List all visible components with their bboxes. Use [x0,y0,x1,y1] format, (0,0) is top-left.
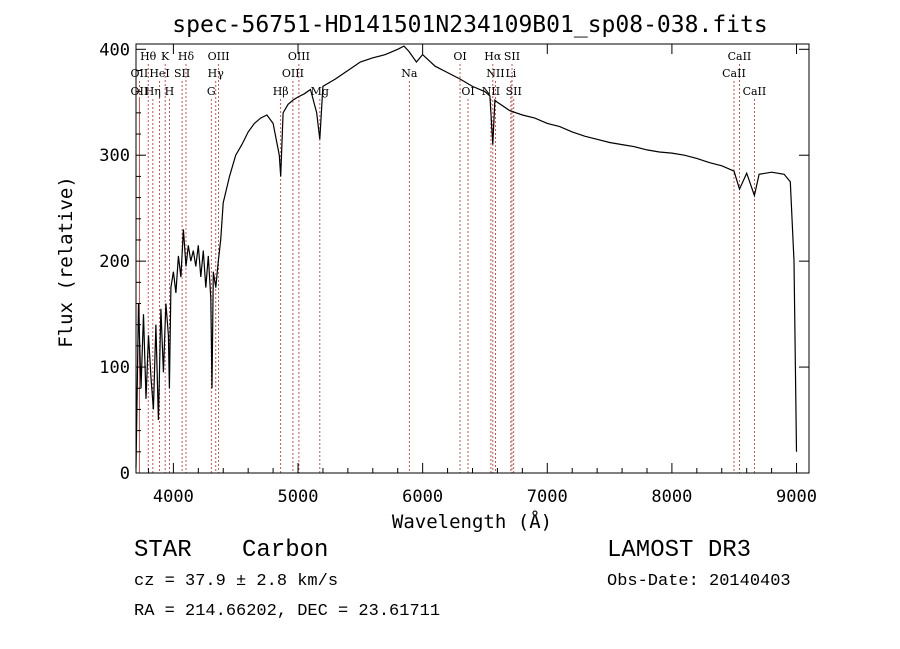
line-marker-label: Hη [145,85,161,98]
line-marker-label: NII [486,67,504,80]
line-marker-label: NII [482,85,500,98]
line-marker-label: OIII [288,50,310,63]
line-markers [138,64,755,473]
y-axis-label: Flux (relative) [55,176,77,348]
object-type: STAR [134,537,192,564]
x-tick-label: 9000 [776,487,817,507]
spectrum-line [135,45,798,468]
line-marker-label: Na [401,67,418,80]
line-marker-label: OIII [208,50,230,63]
object-subclass: Carbon [242,537,329,564]
line-marker-label: OII [131,67,149,80]
x-tick-label: 6000 [402,487,443,507]
y-tick-label: 0 [120,464,130,484]
plot-frame [135,43,810,474]
line-marker-label: Hδ [178,50,195,63]
line-marker-label: Li [505,67,516,80]
line-marker-label: CaII [722,67,746,80]
line-marker-label: OI [453,50,466,63]
line-marker-label: SII [504,50,520,63]
line-marker-label: SII [506,85,522,98]
y-axis: 0 100 200 300 400 [99,40,809,484]
y-tick-label: 100 [99,358,130,378]
line-marker-label: Hβ [273,85,289,98]
line-marker-label: G [207,85,216,98]
coordinates: RA = 214.66202, DEC = 23.61711 [134,602,441,621]
line-marker-label: OI [461,85,474,98]
x-axis-label: Wavelength (Å) [392,510,552,533]
x-tick-label: 4000 [153,487,194,507]
survey-name: LAMOST DR3 [607,537,752,564]
chart-title: spec-56751-HD141501N234109B01_sp08-038.f… [172,12,767,38]
line-marker-label: Hγ [208,67,225,80]
line-marker-label: SII [174,67,190,80]
redshift-value: cz = 37.9 ± 2.8 km/s [134,572,339,591]
y-tick-label: 200 [99,252,130,272]
x-tick-label: 7000 [527,487,568,507]
y-tick-label: 300 [99,146,130,166]
line-marker-label: Hθ [140,50,157,63]
y-tick-label: 400 [99,40,130,60]
line-marker-label: Mg [311,85,329,98]
line-marker-label: H [165,85,175,98]
line-marker-label: OIII [282,67,304,80]
x-axis: 4000 5000 6000 7000 8000 9000 [147,44,817,507]
line-marker-label: HeI [149,67,169,80]
line-marker-label: Hα [484,50,502,63]
x-tick-label: 5000 [278,487,319,507]
line-marker-label: CaII [728,50,752,63]
line-marker-label: CaII [743,85,767,98]
line-marker-label: K [161,50,170,63]
obs-date: Obs-Date: 20140403 [607,572,791,591]
x-tick-label: 8000 [651,487,692,507]
